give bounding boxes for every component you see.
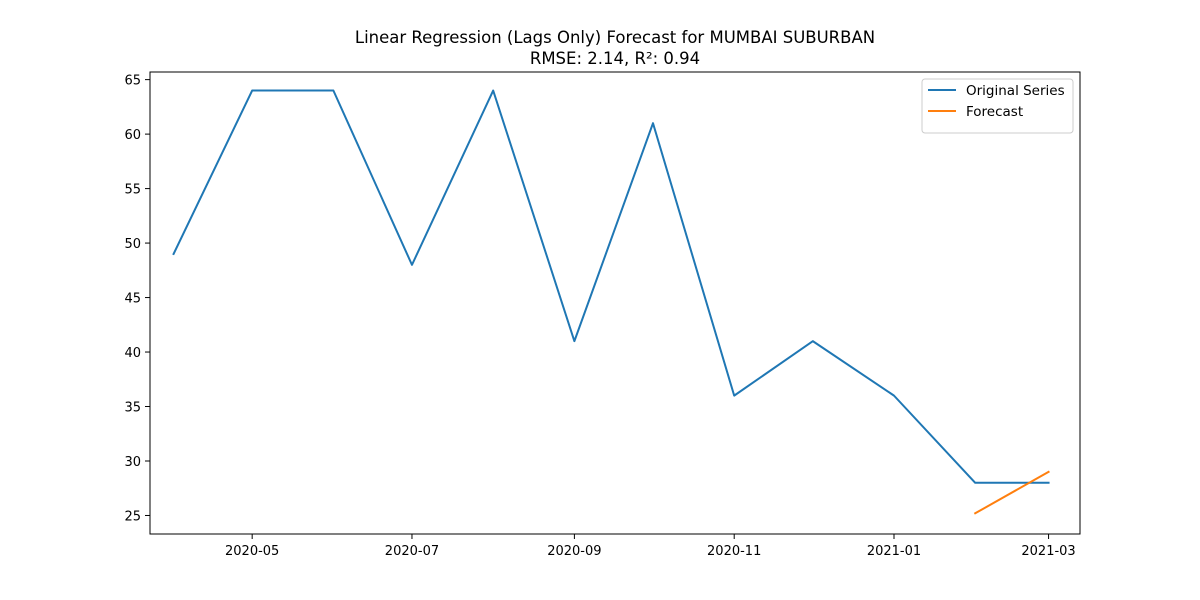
plot-area: [149, 71, 1081, 535]
x-axis: 2020-05 2020-07 2020-09 2020-11 2021-01 2021-…: [225, 534, 1076, 559]
chart-subtitle: RMSE: 2.14, R²: 0.94: [530, 49, 700, 68]
y-tick-label: 40: [124, 346, 141, 361]
y-tick-label: 55: [124, 183, 141, 198]
y-tick-label: 35: [124, 401, 141, 416]
y-tick-label: 45: [124, 292, 141, 307]
series-line-0: [172, 89, 1050, 484]
legend-box: [921, 78, 1074, 134]
y-tick-label: 60: [124, 128, 141, 143]
y-tick-label: 25: [124, 509, 141, 524]
chart-title: Linear Regression (Lags Only) Forecast f…: [355, 28, 875, 47]
series-line-1: [973, 470, 1050, 515]
x-tick-label: 2020-05: [225, 544, 279, 559]
legend: Original Series Forecast: [921, 78, 1074, 134]
y-tick-label: 50: [124, 237, 141, 252]
series-layer: [172, 89, 1050, 515]
plot-frame: [149, 71, 1081, 535]
y-tick-label: 65: [124, 74, 141, 89]
y-axis: 25 30 35 40 45 50 55 60 65: [124, 74, 150, 524]
x-tick-label: 2021-03: [1021, 544, 1075, 559]
legend-label: Original Series: [966, 83, 1065, 99]
legend-label: Forecast: [966, 104, 1023, 120]
x-tick-label: 2020-07: [385, 544, 439, 559]
x-tick-label: 2020-11: [707, 544, 761, 559]
x-tick-label: 2021-01: [867, 544, 921, 559]
x-tick-label: 2020-09: [547, 544, 601, 559]
y-tick-label: 30: [124, 455, 141, 470]
